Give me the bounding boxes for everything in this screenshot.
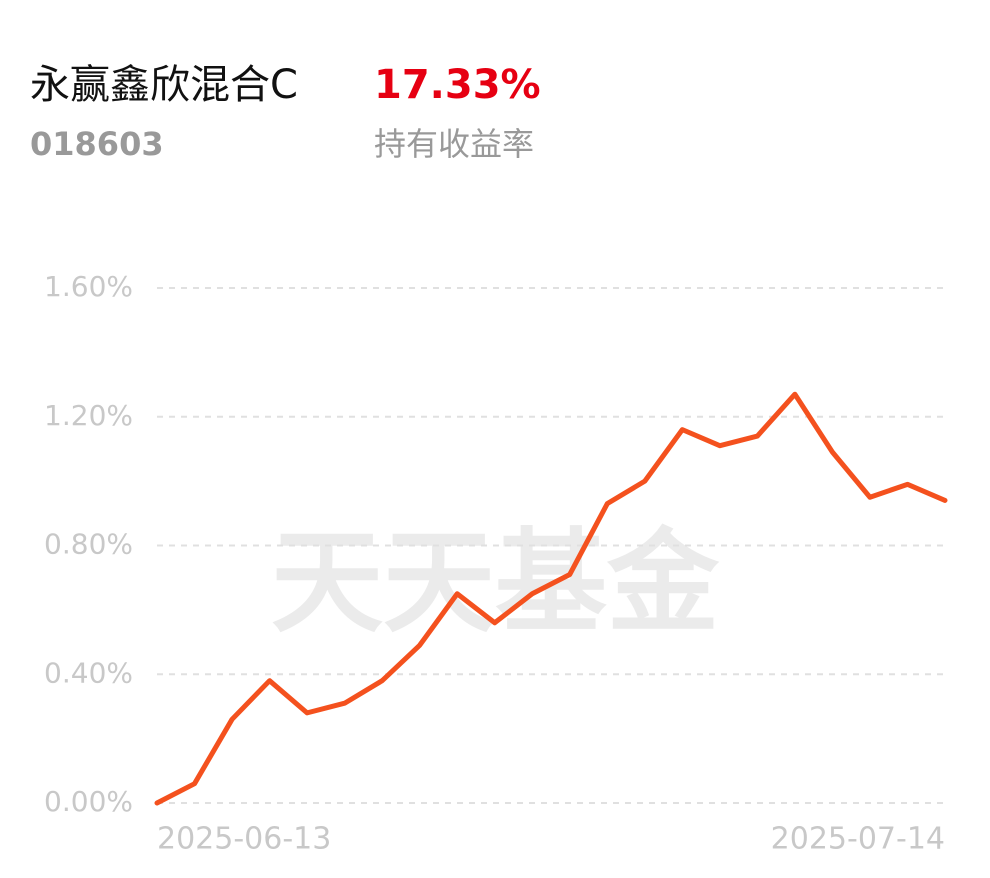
y-tick-label: 0.40% — [44, 656, 133, 689]
return-value: 17.33% — [374, 62, 541, 108]
fund-code: 018603 — [30, 125, 164, 163]
return-label: 持有收益率 — [374, 125, 534, 163]
line — [154, 391, 948, 806]
y-tick-label: 1.20% — [44, 399, 133, 432]
x-tick-label: 2025-07-14 — [771, 822, 945, 857]
watermark: 天天基金 — [271, 518, 720, 648]
fund-title: 永赢鑫欣混合C — [30, 62, 298, 108]
y-tick-label: 0.00% — [44, 785, 133, 818]
y-tick-label: 0.80% — [44, 528, 133, 561]
y-tick-label: 1.60% — [44, 270, 133, 303]
x-tick-label: 2025-06-13 — [157, 822, 331, 857]
